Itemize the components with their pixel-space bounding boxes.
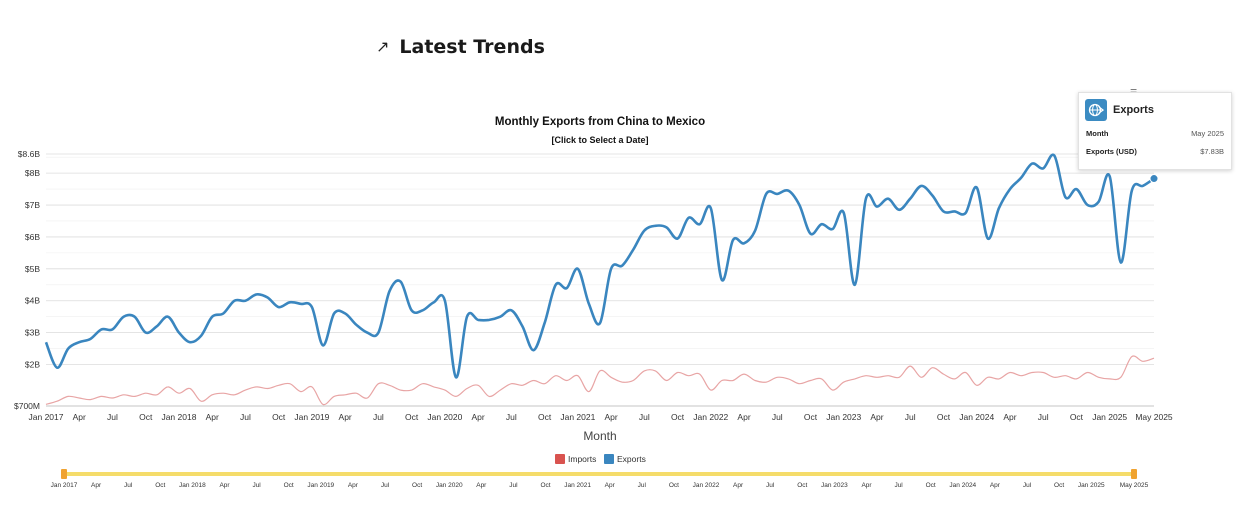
x-tick-label: Apr [604, 412, 617, 422]
navigator-tick-label: Jan 2021 [564, 482, 591, 489]
x-tick-label: Oct [538, 412, 552, 422]
x-tick-label: Jan 2021 [560, 412, 595, 422]
x-tick-label: Jan 2023 [826, 412, 861, 422]
y-tick-label: $5B [25, 264, 40, 274]
navigator-tick-label: Apr [348, 482, 359, 489]
y-tick-label: $8.6B [18, 149, 41, 159]
chart-tooltip: Exports Month May 2025 Exports (USD) $7.… [1078, 92, 1232, 170]
x-tick-label: Jul [240, 412, 251, 422]
navigator-tick-label: Oct [1054, 482, 1064, 489]
trending-up-icon: ↗ [376, 39, 390, 56]
navigator-tick-label: Oct [797, 482, 807, 489]
x-tick-label: Jan 2018 [161, 412, 196, 422]
navigator-tick-label: Oct [284, 482, 294, 489]
navigator-tick-label: Jul [766, 482, 775, 489]
tooltip-row: Exports (USD) $7.83B [1086, 147, 1224, 156]
x-tick-label: Apr [73, 412, 86, 422]
navigator-tick-label: Jan 2018 [179, 482, 206, 489]
navigator-tick-label: Oct [540, 482, 550, 489]
section-heading: ↗ Latest Trends [376, 36, 545, 58]
legend-label-imports: Imports [568, 454, 596, 464]
x-tick-label: May 2025 [1135, 412, 1173, 422]
navigator-tick-label: Jul [381, 482, 390, 489]
x-tick-label: Jul [905, 412, 916, 422]
x-tick-label: Jul [373, 412, 384, 422]
tooltip-row: Month May 2025 [1086, 129, 1224, 138]
x-tick-label: Jul [1038, 412, 1049, 422]
x-tick-label: Jan 2022 [693, 412, 728, 422]
chart-title: Monthly Exports from China to Mexico [495, 116, 705, 128]
navigator-tick-label: Oct [412, 482, 422, 489]
range-slider-track[interactable] [64, 472, 1134, 476]
navigator-tick-label: Jul [1023, 482, 1032, 489]
navigator-tick-label: Apr [219, 482, 230, 489]
x-tick-label: Jan 2019 [294, 412, 329, 422]
navigator-tick-label: Jul [252, 482, 261, 489]
globe-export-icon [1085, 99, 1107, 121]
x-tick-label: Oct [671, 412, 685, 422]
x-tick-label: Apr [339, 412, 352, 422]
x-tick-label: Oct [1070, 412, 1084, 422]
navigator-tick-label: Jan 2020 [436, 482, 463, 489]
series-line-exports[interactable] [44, 153, 1155, 379]
x-axis-title: Month [583, 429, 616, 443]
x-tick-label: Apr [870, 412, 883, 422]
y-tick-label: $4B [25, 296, 40, 306]
navigator-tick-label: Oct [669, 482, 679, 489]
navigator-tick-label: Jul [638, 482, 647, 489]
x-tick-label: Jul [772, 412, 783, 422]
x-tick-label: Oct [937, 412, 951, 422]
navigator-tick-label: Jul [124, 482, 133, 489]
x-tick-label: Apr [206, 412, 219, 422]
navigator-tick-label: Jan 2022 [693, 482, 720, 489]
page-title: Latest Trends [399, 36, 545, 58]
x-tick-label: Jul [506, 412, 517, 422]
navigator-tick-label: Jan 2025 [1078, 482, 1105, 489]
navigator-tick-label: Oct [926, 482, 936, 489]
navigator-tick-label: Jan 2023 [821, 482, 848, 489]
y-tick-label: $700M [14, 401, 40, 411]
range-handle-start[interactable] [61, 469, 67, 479]
x-tick-label: Jan 2020 [427, 412, 462, 422]
y-tick-label: $7B [25, 200, 40, 210]
navigator-tick-label: Apr [91, 482, 102, 489]
navigator-tick-label: Apr [733, 482, 744, 489]
x-tick-label: Apr [472, 412, 485, 422]
x-tick-label: Jul [639, 412, 650, 422]
navigator-tick-label: Oct [155, 482, 165, 489]
navigator-tick-label: Jan 2017 [51, 482, 78, 489]
y-tick-label: $2B [25, 360, 40, 370]
navigator-tick-label: Jan 2024 [949, 482, 976, 489]
legend-icon-imports[interactable] [555, 454, 565, 464]
y-tick-label: $8B [25, 168, 40, 178]
x-tick-label: Jan 2017 [29, 412, 64, 422]
series-line-imports[interactable] [45, 355, 1155, 406]
x-tick-label: Apr [737, 412, 750, 422]
navigator-tick-label: Apr [861, 482, 872, 489]
chart-subtitle: [Click to Select a Date] [551, 135, 648, 145]
navigator-tick-label: Apr [605, 482, 616, 489]
legend-label-exports: Exports [617, 454, 646, 464]
navigator-tick-label: Jul [509, 482, 518, 489]
x-tick-label: Jul [107, 412, 118, 422]
highlight-point[interactable] [1149, 174, 1159, 184]
navigator-tick-label: Jan 2019 [307, 482, 334, 489]
y-tick-label: $6B [25, 232, 40, 242]
x-tick-label: Oct [405, 412, 419, 422]
range-handle-end[interactable] [1131, 469, 1137, 479]
tooltip-title: Exports [1113, 104, 1154, 116]
navigator-tick-label: Jul [894, 482, 903, 489]
navigator-tick-label: May 2025 [1120, 482, 1149, 489]
x-tick-label: Jan 2025 [1092, 412, 1127, 422]
y-tick-label: $3B [25, 328, 40, 338]
x-tick-label: Apr [1003, 412, 1016, 422]
legend-icon-exports[interactable] [604, 454, 614, 464]
x-tick-label: Oct [272, 412, 286, 422]
x-tick-label: Jan 2024 [959, 412, 994, 422]
navigator-tick-label: Apr [476, 482, 487, 489]
x-tick-label: Oct [139, 412, 153, 422]
x-tick-label: Oct [804, 412, 818, 422]
navigator-tick-label: Apr [990, 482, 1001, 489]
